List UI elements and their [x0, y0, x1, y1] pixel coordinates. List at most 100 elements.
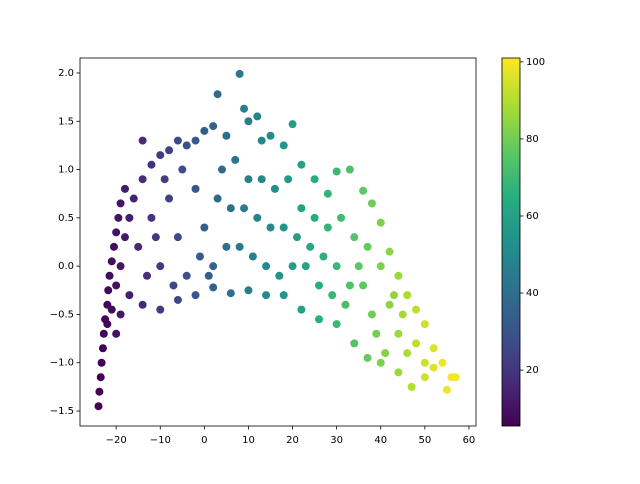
point: [114, 213, 123, 222]
point: [191, 291, 200, 300]
point: [138, 300, 147, 309]
point: [231, 155, 240, 164]
point: [403, 349, 412, 358]
point: [389, 291, 398, 300]
point: [138, 175, 147, 184]
point: [235, 69, 244, 78]
point: [350, 233, 359, 242]
point: [156, 262, 165, 271]
point: [429, 344, 438, 353]
point: [337, 213, 346, 222]
point: [226, 289, 235, 298]
point: [367, 310, 376, 319]
point: [359, 186, 368, 195]
point: [407, 382, 416, 391]
point: [235, 242, 244, 251]
y-tick-label: 0.5: [58, 213, 74, 224]
point: [147, 213, 156, 222]
point: [350, 339, 359, 348]
point: [116, 199, 125, 208]
point: [257, 175, 266, 184]
point: [116, 262, 125, 271]
colorbar-tick-label: 80: [526, 134, 539, 145]
point: [359, 281, 368, 290]
x-tick-label: 20: [286, 435, 299, 446]
point: [120, 184, 129, 193]
point: [306, 242, 315, 251]
point: [94, 402, 103, 411]
point: [253, 112, 262, 121]
point: [275, 271, 284, 280]
point: [345, 165, 354, 174]
point: [104, 286, 113, 295]
point: [209, 262, 218, 271]
point: [240, 204, 249, 213]
colorbar-tick-label: 60: [526, 211, 539, 222]
point: [191, 184, 200, 193]
point: [394, 368, 403, 377]
point: [332, 262, 341, 271]
point: [116, 310, 125, 319]
point: [262, 262, 271, 271]
point: [270, 184, 279, 193]
point: [107, 257, 116, 266]
point: [297, 204, 306, 213]
point: [315, 315, 324, 324]
x-tick-label: −10: [150, 435, 171, 446]
point: [376, 262, 385, 271]
point: [354, 262, 363, 271]
point: [372, 329, 381, 338]
point: [173, 136, 182, 145]
point: [95, 387, 104, 396]
colorbar-tick-label: 20: [526, 365, 539, 376]
plot-frame: [79, 57, 477, 427]
point: [240, 104, 249, 113]
x-tick-label: 60: [463, 435, 476, 446]
colorbar-tick-label: 100: [526, 57, 545, 68]
point: [213, 194, 222, 203]
point: [209, 283, 218, 292]
colorbar-tick-label: 40: [526, 288, 539, 299]
point: [217, 165, 226, 174]
y-tick-label: −1.0: [50, 358, 74, 369]
point: [345, 281, 354, 290]
point: [143, 271, 152, 280]
x-tick-label: 0: [201, 435, 207, 446]
point: [147, 160, 156, 169]
point: [151, 233, 160, 242]
point: [165, 194, 174, 203]
point: [412, 305, 421, 314]
point: [332, 320, 341, 329]
point: [165, 146, 174, 155]
point: [323, 189, 332, 198]
point: [262, 291, 271, 300]
point: [315, 281, 324, 290]
point: [398, 310, 407, 319]
point: [97, 358, 106, 367]
point: [438, 358, 447, 367]
point: [178, 165, 187, 174]
point: [244, 117, 253, 126]
x-tick-label: 10: [242, 435, 255, 446]
point: [297, 305, 306, 314]
point: [310, 175, 319, 184]
point: [209, 122, 218, 131]
point: [213, 90, 222, 99]
point: [288, 120, 297, 129]
point: [420, 373, 429, 382]
y-tick-label: 1.0: [58, 165, 74, 176]
point: [200, 223, 209, 232]
point: [105, 271, 114, 280]
y-tick-label: 1.5: [58, 116, 74, 127]
point: [112, 228, 121, 237]
x-tick-label: 30: [330, 435, 343, 446]
point: [156, 151, 165, 160]
x-tick-label: 40: [374, 435, 387, 446]
y-tick-label: −0.5: [50, 309, 74, 320]
point: [420, 358, 429, 367]
point: [412, 339, 421, 348]
point: [134, 242, 143, 251]
point: [376, 358, 385, 367]
point: [182, 141, 191, 150]
